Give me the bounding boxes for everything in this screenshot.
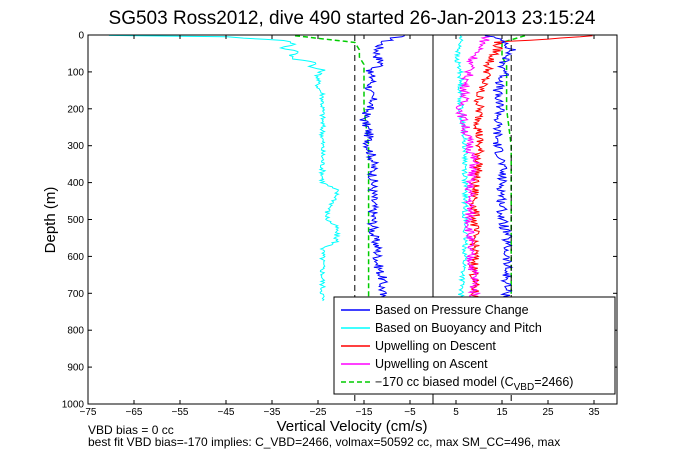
y-tick-label: 900 <box>67 363 84 374</box>
series-line-1-segment-2 <box>484 35 516 302</box>
x-tick-label: −15 <box>356 407 373 418</box>
x-tick-label: −45 <box>218 407 235 418</box>
series-line-3-segment-1 <box>468 35 593 302</box>
legend-entries: Based on Pressure Change Based on Buoyanc… <box>341 303 542 371</box>
legend-model-subscript: VBD <box>514 382 535 393</box>
series-line-2-segment-2 <box>453 35 470 302</box>
y-tick-label: 700 <box>67 289 84 300</box>
chart-title: SG503 Ross2012, dive 490 started 26-Jan-… <box>109 8 596 29</box>
y-ticks: 0 100 200 300 400 500 600 700 800 900 1000 <box>62 31 617 411</box>
x-tick-label: −25 <box>310 407 327 418</box>
y-tick-label: 400 <box>67 178 84 189</box>
legend-box <box>333 296 616 395</box>
legend-label-1: Based on Pressure Change <box>375 303 529 317</box>
footer-line-2: best fit VBD bias=-170 implies: C_VBD=24… <box>88 435 560 449</box>
x-axis-label: Vertical Velocity (cm/s) <box>277 418 428 435</box>
y-tick-label: 600 <box>67 252 84 263</box>
legend-label-2: Based on Buoyancy and Pitch <box>375 321 542 335</box>
y-tick-label: 800 <box>67 326 84 337</box>
series-line-4-segment-1 <box>455 35 490 301</box>
y-tick-label: 100 <box>67 67 84 78</box>
x-tick-label: 15 <box>496 407 508 418</box>
legend-label-4: Upwelling on Ascent <box>375 357 488 371</box>
y-tick-label: 1000 <box>62 400 85 411</box>
x-tick-label: −65 <box>126 407 143 418</box>
legend-model-prefix: −170 cc biased model (C <box>375 375 514 389</box>
legend-model-suffix: =2466) <box>534 375 573 389</box>
x-ticks: −75 −65 −55 −45 −35 −25 −15 −5 5 15 25 35 <box>80 35 600 418</box>
y-tick-label: 500 <box>67 215 84 226</box>
y-axis-label: Depth (m) <box>42 187 59 254</box>
series-line-2-segment-1 <box>108 34 342 302</box>
series-line-5-segment-1 <box>294 34 370 301</box>
x-tick-label: −35 <box>264 407 281 418</box>
y-tick-label: 200 <box>67 104 84 115</box>
legend-label-model: −170 cc biased model (CVBD=2466) <box>375 375 573 393</box>
x-tick-label: −75 <box>80 407 97 418</box>
x-tick-label: −5 <box>404 407 416 418</box>
x-tick-label: −55 <box>172 407 189 418</box>
y-tick-label: 300 <box>67 141 84 152</box>
series-layer <box>108 34 593 302</box>
x-tick-label: 5 <box>453 407 459 418</box>
x-tick-label: 35 <box>588 407 600 418</box>
x-tick-label: 25 <box>542 407 554 418</box>
series-line-1-segment-1 <box>359 35 405 302</box>
legend: Based on Pressure Change Based on Buoyanc… <box>333 296 616 395</box>
y-tick-label: 0 <box>78 31 84 42</box>
legend-label-3: Upwelling on Descent <box>375 339 496 353</box>
footer-line-1: VBD bias = 0 cc <box>88 423 174 437</box>
